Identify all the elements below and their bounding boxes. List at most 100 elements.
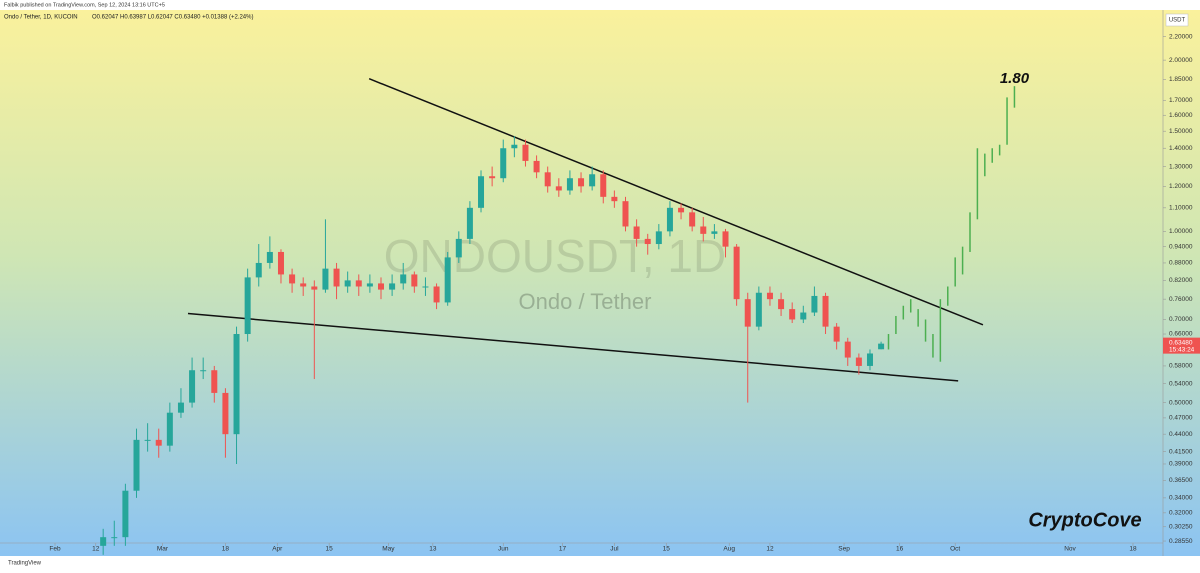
publisher-line: Falbik published on TradingView.com, Sep… [4,2,165,8]
candle-body [511,144,518,149]
candle-body [122,490,129,538]
y-tick-label: 1.70000 [1169,97,1193,104]
candle-body [266,251,273,263]
watermark-title: ONDOUSDT, 1D [384,230,726,282]
countdown: 15:43:24 [1169,346,1195,353]
candle-body [755,292,762,327]
candle-body [300,283,307,287]
y-tick-label: 0.47000 [1169,415,1193,422]
candle-body [833,326,840,342]
y-tick-label: 0.66000 [1169,331,1193,338]
x-tick-label: Feb [49,546,61,553]
candle-body [200,370,207,372]
candle-body [444,257,451,303]
candle-body [289,274,296,284]
candle-body [322,268,329,290]
x-tick-label: Nov [1064,546,1076,553]
x-tick-label: 18 [1129,546,1137,553]
candle-body [711,231,718,234]
y-tick-label: 0.44000 [1169,431,1193,438]
candle-body [800,312,807,320]
symbol-line: Ondo / Tether, 1D, KUCOIN [4,15,78,21]
candle-body [855,357,862,366]
y-tick-label: 0.50000 [1169,399,1193,406]
y-tick-label: 0.41500 [1169,448,1193,455]
candle-body [222,392,229,435]
y-tick-label: 0.82000 [1169,277,1193,284]
candle-body [400,274,407,284]
candle-body [255,262,262,278]
candle-body [722,231,729,247]
x-tick-label: Apr [272,546,283,553]
y-tick-label: 0.32000 [1169,510,1193,517]
y-tick-label: 0.58000 [1169,363,1193,370]
candle-body [544,172,551,187]
y-tick-label: 1.60000 [1169,112,1193,119]
x-tick-label: May [382,546,395,553]
y-tick-label: 1.85000 [1169,76,1193,83]
candle-body [789,309,796,320]
candle-body [589,174,596,187]
y-tick-label: 1.00000 [1169,228,1193,235]
x-tick-label: Jul [610,546,619,553]
candle-body [566,178,573,191]
chart-background [0,10,1200,556]
y-tick-label: 1.20000 [1169,183,1193,190]
candle-body [133,439,140,491]
candle-body [878,343,885,350]
x-tick-label: 17 [559,546,567,553]
candle-body [644,238,651,245]
x-tick-label: 15 [326,546,334,553]
x-tick-label: 16 [896,546,904,553]
candle-body [389,283,396,290]
candle-body [533,160,540,173]
x-tick-label: Jun [498,546,509,553]
x-tick-label: Sep [838,546,850,553]
candle-body [244,277,251,335]
candle-body [344,280,351,287]
y-tick-label: 0.36500 [1169,477,1193,484]
y-tick-label: 2.00000 [1169,57,1193,64]
last-price-label: 0.63480 [1169,339,1193,346]
candle-body [700,226,707,234]
x-tick-label: Aug [723,546,735,553]
candle-body [277,251,284,275]
x-tick-label: Oct [950,546,960,553]
y-tick-label: 2.20000 [1169,33,1193,40]
candle-body [189,370,196,403]
candle-body [666,207,673,232]
candle-body [600,174,607,197]
y-tick-label: 1.10000 [1169,205,1193,212]
x-tick-label: 13 [429,546,437,553]
y-tick-label: 0.88000 [1169,260,1193,267]
candle-body [311,286,318,290]
candle-body [422,286,429,288]
candle-body [689,212,696,227]
candle-body [144,439,151,441]
y-tick-label: 0.70000 [1169,316,1193,323]
candle-body [111,537,118,539]
last-price-box [1163,337,1200,354]
candle-body [355,280,362,287]
candle-body [766,292,773,300]
candle-body [333,268,340,287]
candle-body [233,334,240,435]
candle-body [655,231,662,245]
y-tick-label: 1.40000 [1169,145,1193,152]
candle-body [100,537,107,546]
candle-body [377,283,384,290]
trendline [368,78,984,326]
candle-body [866,353,873,366]
unit-box [1165,13,1189,27]
candle-body [622,201,629,227]
candle-body [489,176,496,179]
x-tick-label: Mar [157,546,169,553]
y-tick-label: 0.34000 [1169,495,1193,502]
x-tick-label: 12 [766,546,774,553]
y-tick-label: 1.50000 [1169,128,1193,135]
candle-body [744,299,751,327]
y-tick-label: 0.28550 [1169,538,1193,545]
footer-logo: TradingView [8,561,42,567]
